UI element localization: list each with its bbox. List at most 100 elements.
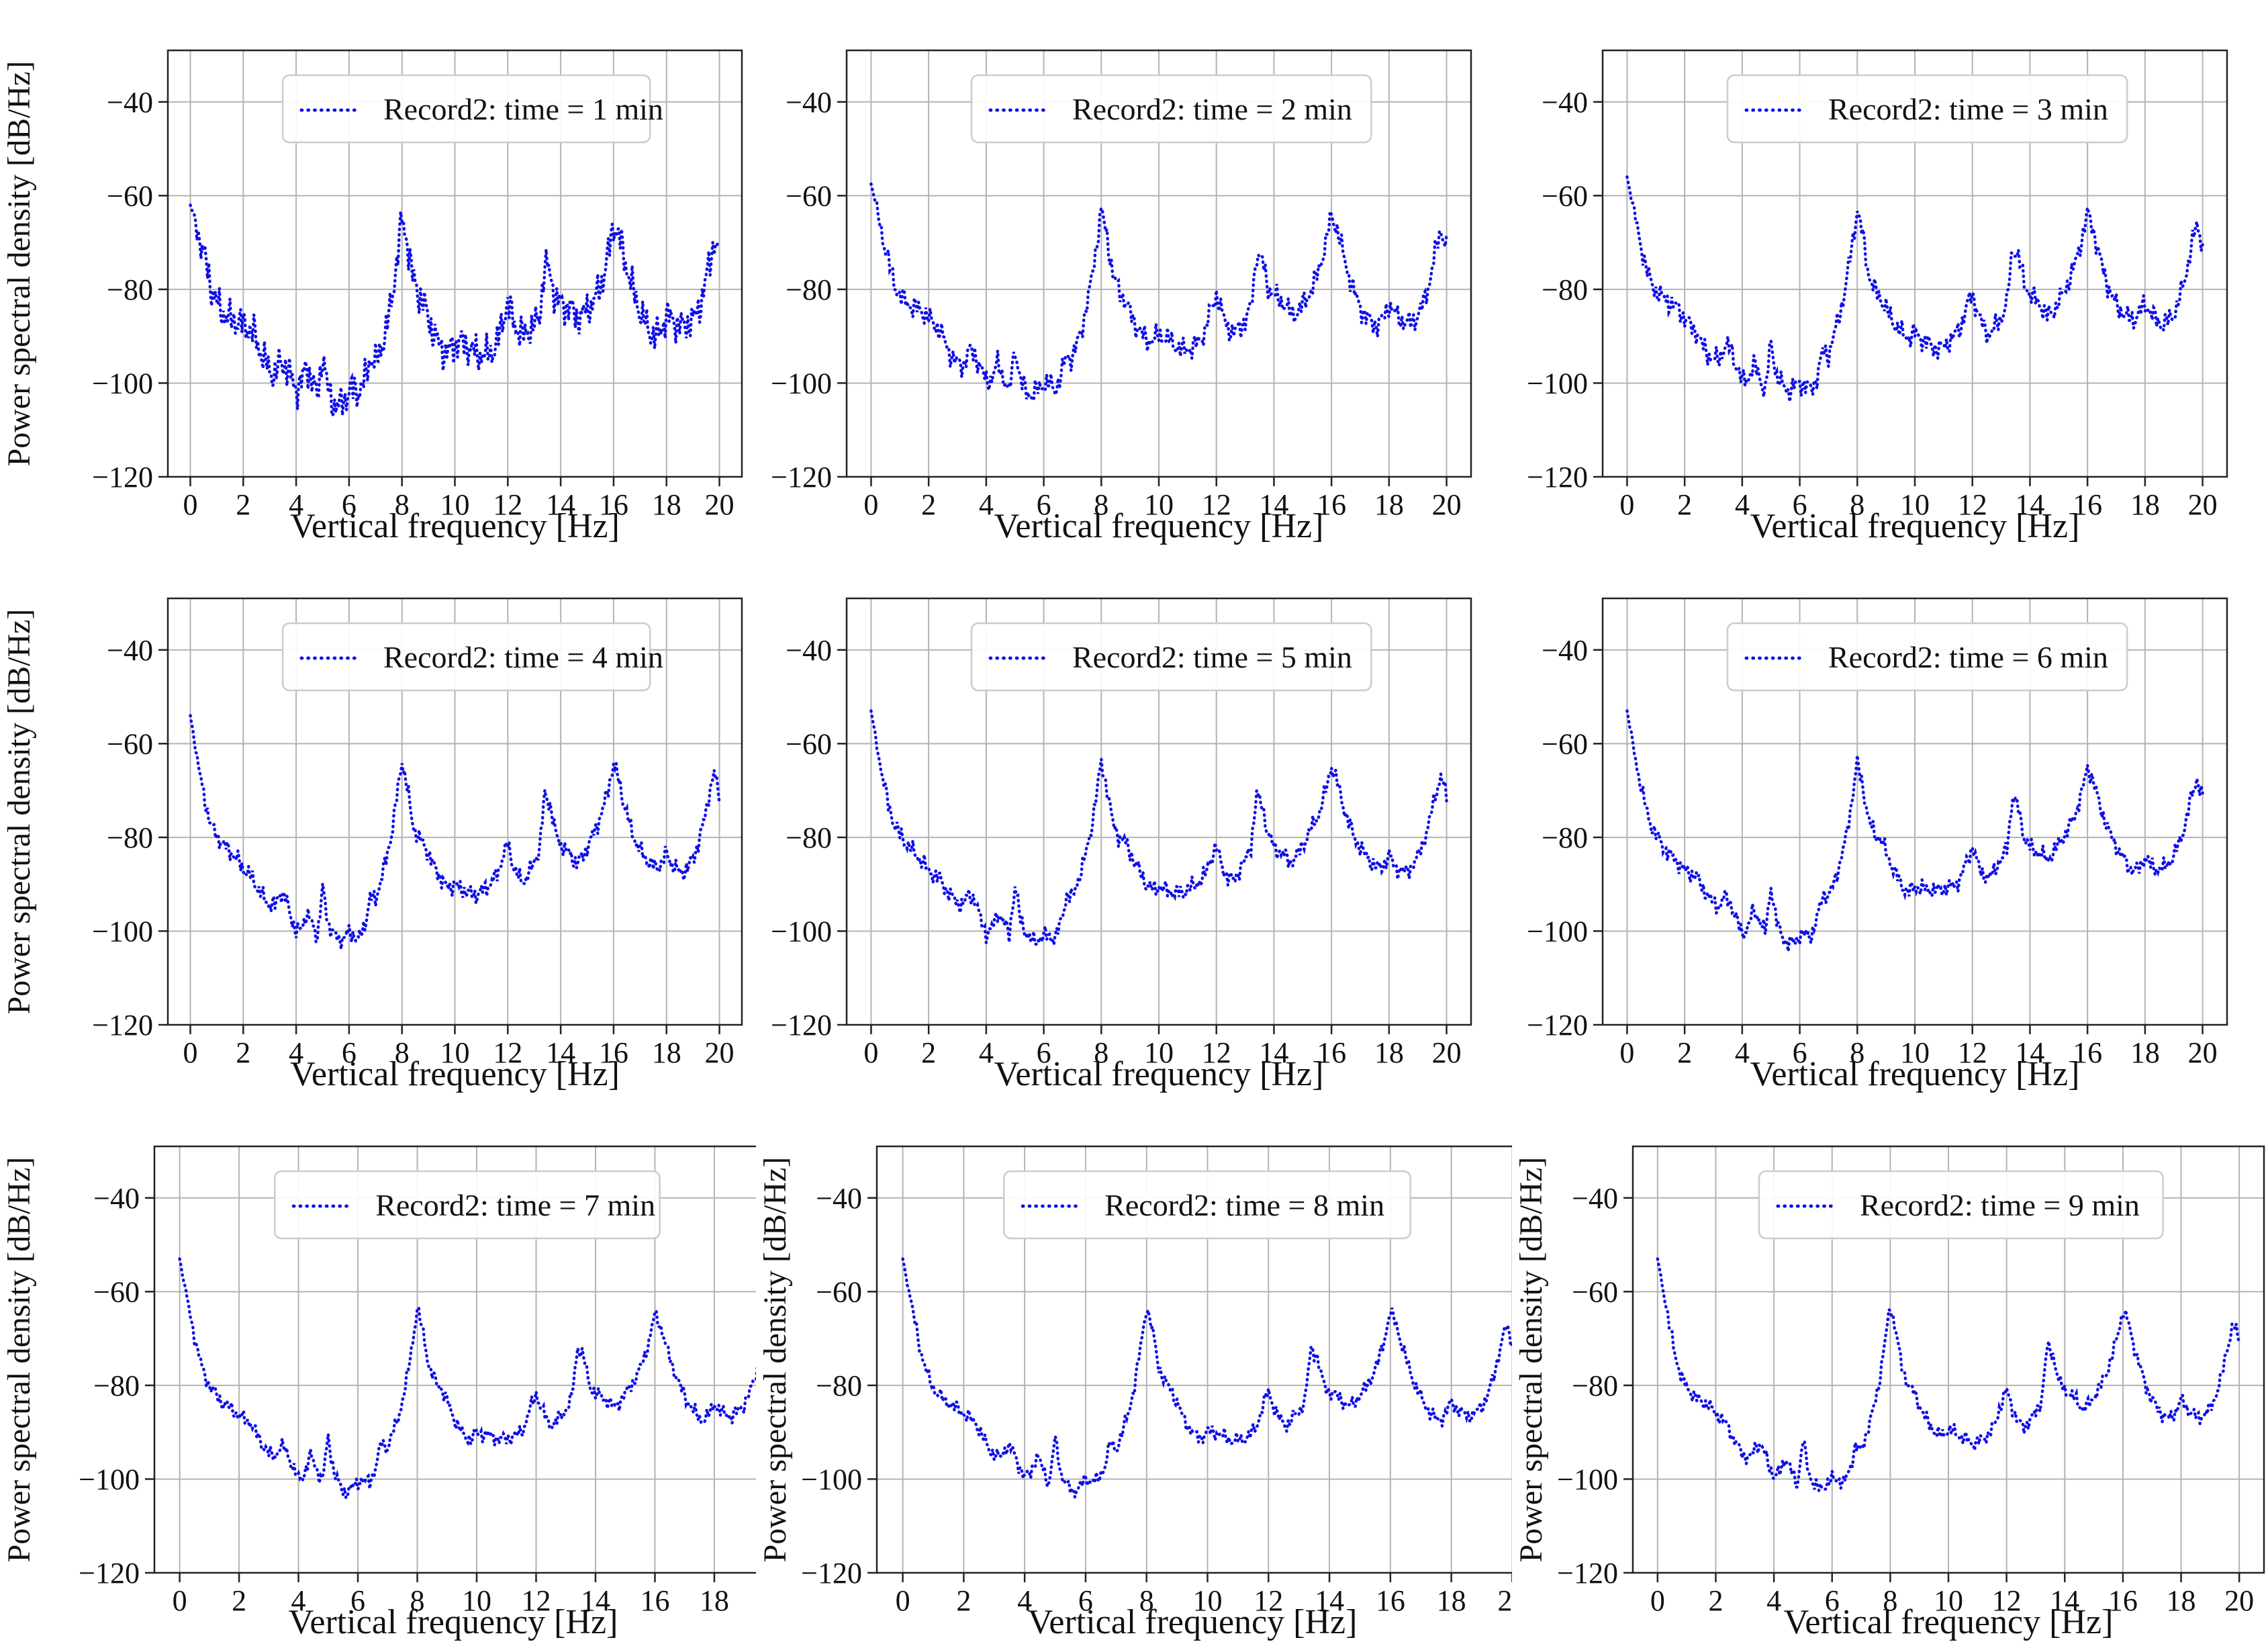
- psd-plot: 0 2 4 6 8 10 12 14 16 18 20 −40 −60 −80 −100 −120 Vertic…: [1, 49, 743, 545]
- y-tick-label: −80: [107, 273, 153, 306]
- x-tick-label: 6: [1793, 488, 1807, 521]
- x-tick-label: 10: [1144, 1036, 1174, 1069]
- x-tick-label: 8: [395, 488, 410, 521]
- y-tick-label: −60: [107, 179, 153, 212]
- x-tick-label: 14: [1259, 488, 1288, 521]
- subplot-cell: 0 2 4 6 8 10 12 14 16 18 20 −40 −60 −80 −100 −120 Vertic…: [756, 548, 1512, 1096]
- y-axis-label: Power spectral density [dB/Hz]: [1, 61, 37, 467]
- legend-label: Record2: time = 5 min: [1072, 640, 1352, 674]
- x-tick-label: 8: [1883, 1584, 1897, 1617]
- y-tick-label: −100: [1527, 915, 1588, 948]
- psd-curve: [1625, 709, 2204, 952]
- y-tick-label: −40: [1542, 634, 1588, 667]
- y-tick-label: −60: [93, 1275, 140, 1308]
- psd-plot: 0 2 4 6 8 10 12 14 16 18 20 −40 −60 −80 −100 −120 Vertic…: [1, 597, 743, 1093]
- x-tick-label: 16: [2108, 1584, 2138, 1617]
- x-tick-label: 18: [2167, 1584, 2196, 1617]
- x-tick-label: 18: [1437, 1584, 1466, 1617]
- y-tick-label: −100: [771, 367, 832, 400]
- x-tick-label: 6: [1793, 1036, 1807, 1069]
- x-tick-label: 16: [2073, 488, 2102, 521]
- x-tick-label: 16: [1317, 1036, 1346, 1069]
- legend-label: Record2: time = 3 min: [1828, 92, 2108, 126]
- x-axis-label: Vertical frequency [Hz]: [1784, 1603, 2114, 1641]
- legend-box: [970, 74, 1372, 144]
- y-tick-label: −100: [79, 1463, 140, 1496]
- x-tick-label: 6: [1078, 1584, 1093, 1617]
- x-tick-label: 2: [232, 1584, 246, 1617]
- x-tick-label: 2: [1677, 488, 1692, 521]
- x-tick-label: 8: [410, 1584, 425, 1617]
- y-tick-label: −120: [801, 1557, 862, 1590]
- x-tick-label: 14: [1315, 1584, 1344, 1617]
- y-tick-label: −60: [1572, 1275, 1618, 1308]
- x-tick-label: 0: [863, 1036, 878, 1069]
- x-tick-label: 2: [921, 1036, 936, 1069]
- x-tick-label: 2: [1677, 1036, 1692, 1069]
- y-tick-label: −100: [92, 915, 153, 948]
- subplot-cell: 0 2 4 6 8 10 12 14 16 18 20 −40 −60 −80 −100 −120 Vertic…: [1512, 1096, 2268, 1644]
- y-tick-label: −120: [1527, 1009, 1588, 1042]
- psd-plot: 0 2 4 6 8 10 12 14 16 18 20 −40 −60 −80 −100 −120 Vertic…: [1527, 597, 2228, 1093]
- psd-plot: 0 2 4 6 8 10 12 14 16 18 20 −40 −60 −80 −100 −120 Vertic…: [757, 1145, 1512, 1641]
- y-tick-label: −120: [1557, 1557, 1618, 1590]
- y-tick-label: −100: [801, 1463, 862, 1496]
- legend-box: [970, 622, 1372, 692]
- x-tick-label: 20: [705, 488, 735, 521]
- subplot-cell: 0 2 4 6 8 10 12 14 16 18 20 −40 −60 −80 −100 −120 Vertic…: [756, 1096, 1512, 1644]
- x-tick-label: 4: [979, 1036, 994, 1069]
- x-tick-label: 14: [581, 1584, 610, 1617]
- x-tick-label: 6: [1037, 488, 1051, 521]
- y-tick-label: −100: [1557, 1463, 1618, 1496]
- y-tick-label: −80: [1572, 1369, 1618, 1402]
- legend-label: Record2: time = 4 min: [383, 640, 663, 674]
- y-tick-label: −120: [771, 461, 832, 494]
- x-tick-label: 16: [2073, 1036, 2102, 1069]
- y-axis-label: Power spectral density [dB/Hz]: [1, 1157, 37, 1563]
- psd-plot: 0 2 4 6 8 10 12 14 16 18 20 −40 −60 −80 −100 −120 Vertic…: [771, 49, 1472, 545]
- y-tick-label: −80: [786, 273, 832, 306]
- x-tick-label: 10: [440, 1036, 470, 1069]
- y-tick-label: −40: [1542, 86, 1588, 119]
- x-tick-label: 10: [1934, 1584, 1963, 1617]
- psd-curve: [869, 182, 1448, 405]
- x-tick-label: 0: [173, 1584, 187, 1617]
- x-tick-label: 12: [1202, 488, 1231, 521]
- y-tick-label: −40: [93, 1182, 140, 1215]
- y-tick-label: −80: [107, 821, 153, 854]
- x-tick-label: 16: [599, 1036, 628, 1069]
- x-tick-label: 0: [183, 488, 197, 521]
- y-tick-label: −60: [816, 1275, 862, 1308]
- psd-curve: [901, 1257, 1512, 1498]
- x-axis-label: Vertical frequency [Hz]: [290, 1055, 620, 1093]
- y-tick-label: −40: [107, 634, 153, 667]
- x-tick-label: 10: [1900, 488, 1930, 521]
- y-tick-label: −40: [786, 634, 832, 667]
- x-tick-label: 20: [1432, 488, 1462, 521]
- y-axis-label: Power spectral density [dB/Hz]: [1513, 1157, 1549, 1563]
- y-tick-label: −80: [93, 1369, 140, 1402]
- y-tick-label: −60: [786, 179, 832, 212]
- y-tick-label: −40: [816, 1182, 862, 1215]
- subplot-cell: 0 2 4 6 8 10 12 14 16 18 20 −40 −60 −80 −100 −120 Vertic…: [1512, 548, 2268, 1096]
- x-tick-label: 4: [1735, 1036, 1750, 1069]
- y-tick-label: −120: [79, 1557, 140, 1590]
- y-tick-label: −100: [771, 915, 832, 948]
- psd-plot: 0 2 4 6 8 10 12 14 16 18 20 −40 −60 −80 −100 −120 Vertic…: [1513, 1145, 2265, 1641]
- x-axis-label: Vertical frequency [Hz]: [994, 507, 1324, 545]
- y-tick-label: −60: [1542, 179, 1588, 212]
- x-tick-label: 16: [640, 1584, 669, 1617]
- x-tick-label: 0: [863, 488, 878, 521]
- x-tick-label: 4: [289, 488, 303, 521]
- x-tick-label: 6: [1825, 1584, 1840, 1617]
- x-tick-label: 8: [1139, 1584, 1154, 1617]
- x-tick-label: 4: [1735, 488, 1750, 521]
- x-axis-label: Vertical frequency [Hz]: [1750, 507, 2080, 545]
- x-tick-label: 20: [705, 1036, 735, 1069]
- x-tick-label: 14: [2050, 1584, 2079, 1617]
- x-tick-label: 0: [183, 1036, 197, 1069]
- x-tick-label: 6: [350, 1584, 365, 1617]
- x-tick-label: 0: [1650, 1584, 1665, 1617]
- x-tick-label: 16: [1376, 1584, 1405, 1617]
